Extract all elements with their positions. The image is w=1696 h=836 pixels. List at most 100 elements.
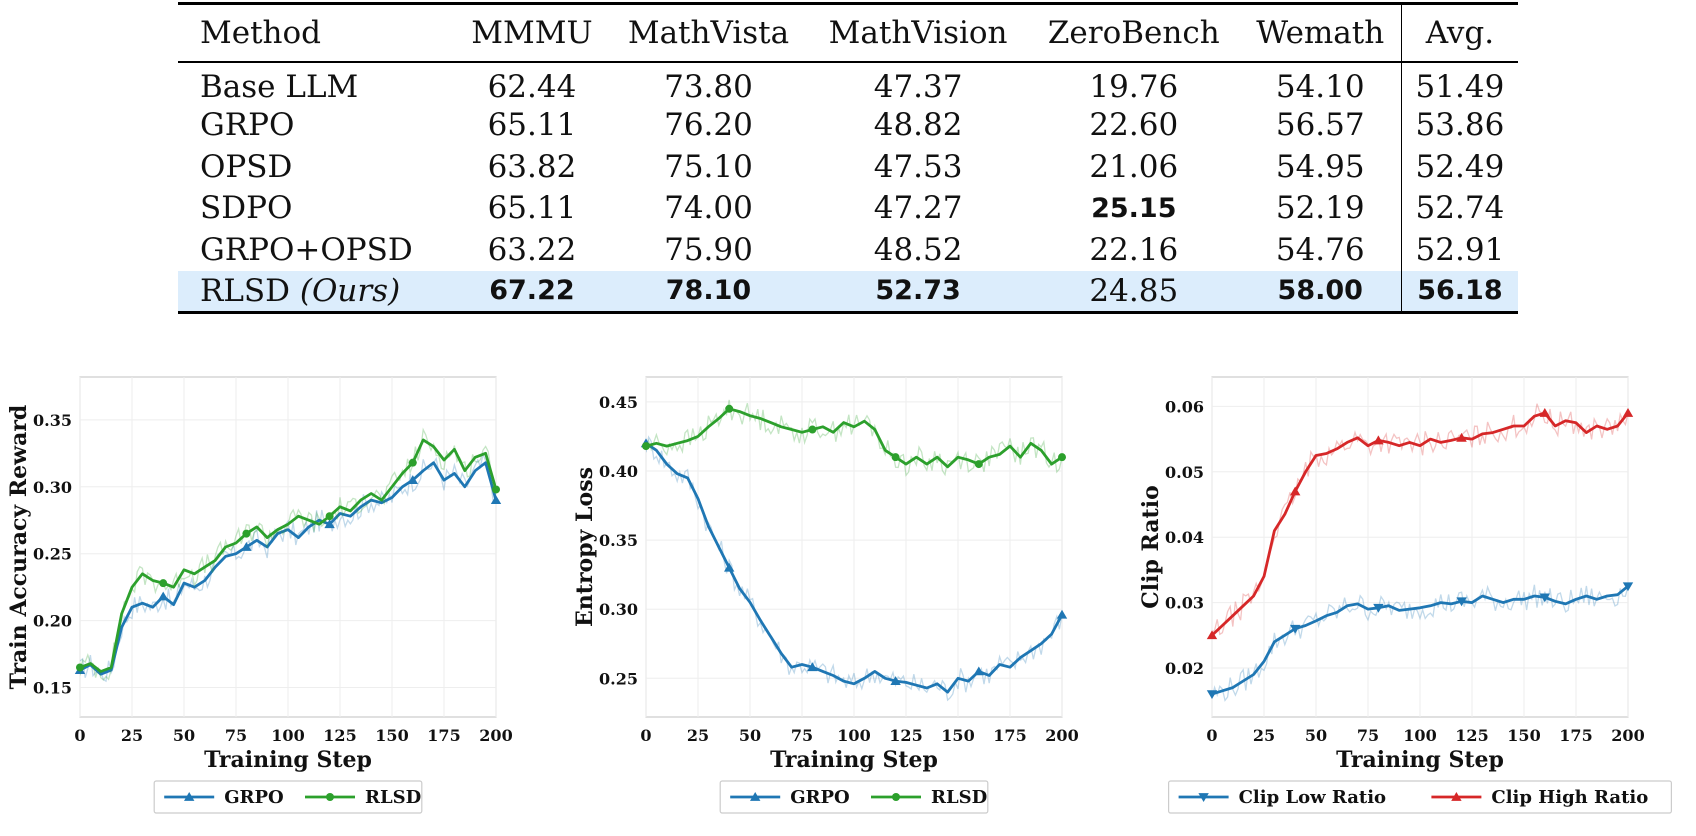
table-header-row: Method MMMU MathVista MathVision ZeroBench We… xyxy=(178,2,1518,63)
table-row: GRPO+OPSD 63.22 75.90 48.52 22.16 54.76 52.91 xyxy=(178,229,1518,271)
y-tick-label: 0.40 xyxy=(599,462,638,481)
x-tick-label: 150 xyxy=(375,726,408,745)
score-cell: 76.20 xyxy=(664,107,753,144)
legend-box xyxy=(719,780,989,814)
method-name: OPSD xyxy=(200,148,293,185)
data-point-clip-high-ratio xyxy=(1622,408,1634,417)
y-tick-label: 0.02 xyxy=(1165,659,1204,678)
data-point-clip-low-ratio xyxy=(1206,690,1218,700)
score-cell: 63.82 xyxy=(487,148,577,185)
data-point-clip-high-ratio xyxy=(1539,408,1550,417)
data-point-rlsd xyxy=(725,404,734,413)
x-tick-label: 50 xyxy=(173,726,195,745)
score-cell: 22.60 xyxy=(1089,107,1179,144)
data-point-clip-high-ratio xyxy=(1206,630,1218,640)
x-tick-label: 75 xyxy=(791,726,813,745)
y-tick-label: 0.03 xyxy=(1165,594,1204,613)
x-tick-label: 200 xyxy=(1611,726,1644,745)
x-tick-label: 175 xyxy=(1559,726,1592,745)
x-tick-label: 0 xyxy=(74,726,85,745)
method-name: GRPO xyxy=(200,107,295,144)
y-tick-label: 0.30 xyxy=(599,600,638,619)
data-point-grpo xyxy=(890,676,901,685)
data-point-grpo xyxy=(407,475,418,484)
score-cell: 24.85 xyxy=(1027,270,1240,312)
score-cell: 54.95 xyxy=(1275,148,1365,185)
x-tick-label: 0 xyxy=(1206,726,1217,745)
y-axis-label: Entropy Loss xyxy=(572,467,598,627)
data-point-clip-low-ratio xyxy=(1622,582,1634,592)
data-point-grpo xyxy=(724,562,735,572)
score-cell: 65.11 xyxy=(487,190,577,227)
y-tick-label: 0.25 xyxy=(33,545,72,564)
data-point-grpo xyxy=(973,666,984,676)
x-tick-label: 25 xyxy=(687,726,709,745)
x-axis-label: Training Step xyxy=(770,747,938,773)
column-header-mathvista: MathVista xyxy=(608,2,809,63)
clip-ratio-chart: 0 25 50 75 100 125 150 175 200 0.02 0.03 0.04 0.05 0.… xyxy=(1138,376,1672,814)
legend-box xyxy=(1167,780,1672,814)
score-cell: 54.10 xyxy=(1275,68,1365,105)
data-point-rlsd xyxy=(642,442,650,451)
score-cell: 52.73 xyxy=(808,270,1028,312)
score-cell: 52.19 xyxy=(1275,190,1365,227)
table-row: GRPO 65.11 76.20 48.82 22.60 56.57 53.86 xyxy=(178,104,1518,146)
x-tick-label: 150 xyxy=(941,726,974,745)
x-tick-label: 50 xyxy=(739,726,761,745)
method-cell: SDPO xyxy=(178,188,455,230)
score-cell: 47.37 xyxy=(873,68,963,105)
data-point-grpo xyxy=(490,495,502,505)
score-cell: 22.16 xyxy=(1089,231,1179,268)
x-tick-label: 125 xyxy=(1455,726,1488,745)
y-tick-label: 0.04 xyxy=(1165,528,1204,547)
legend-label-clip-high-ratio: Clip High Ratio xyxy=(1491,787,1648,808)
score-cell: 56.18 xyxy=(1400,270,1518,312)
x-tick-label: 75 xyxy=(225,726,247,745)
x-axis-label: Training Step xyxy=(1336,747,1504,773)
series-line-grpo xyxy=(646,442,1062,694)
score-cell: 25.15 xyxy=(1091,192,1177,224)
table-row: RLSD (Ours) 67.22 78.10 52.73 24.85 58.00 56.1… xyxy=(178,270,1518,312)
x-tick-label: 25 xyxy=(1253,726,1275,745)
data-point-clip-high-ratio xyxy=(1290,486,1301,496)
legend-marker-grpo xyxy=(750,792,761,801)
data-point-rlsd xyxy=(492,485,500,494)
legend-label-rlsd: RLSD xyxy=(931,787,987,808)
y-tick-label: 0.15 xyxy=(33,679,72,698)
data-point-clip-high-ratio xyxy=(1373,435,1384,445)
x-tick-label: 150 xyxy=(1507,726,1540,745)
score-cell: 48.82 xyxy=(873,107,963,144)
column-header-wemath: Wemath xyxy=(1239,2,1402,63)
data-point-rlsd xyxy=(974,460,983,469)
legend-label-rlsd: RLSD xyxy=(365,787,421,808)
y-tick-label: 0.06 xyxy=(1165,397,1204,416)
y-axis-label: Train Accuracy Reward xyxy=(6,405,32,690)
table-body: Base LLM 62.44 73.80 47.37 19.76 54.10 51.49 GR… xyxy=(178,61,1518,312)
legend-label-clip-low-ratio: Clip Low Ratio xyxy=(1239,787,1386,808)
x-tick-label: 50 xyxy=(1305,726,1327,745)
data-point-rlsd xyxy=(76,663,84,672)
y-tick-label: 0.45 xyxy=(599,393,638,412)
column-header-mmmu: MMMU xyxy=(455,2,609,63)
y-tick-label: 0.35 xyxy=(599,531,638,550)
data-point-clip-high-ratio xyxy=(1456,432,1467,442)
y-tick-label: 0.20 xyxy=(33,612,72,631)
train-accuracy-reward-chart: 0 25 50 75 100 125 150 175 200 0.15 0.20 0.25 0.30 0.… xyxy=(6,376,513,814)
x-tick-label: 125 xyxy=(889,726,922,745)
method-cell: RLSD (Ours) xyxy=(178,270,456,312)
entropy-loss-chart: 0 25 50 75 100 125 150 175 200 0.25 0.30 0.35 0.40 0.… xyxy=(572,376,1079,814)
y-tick-label: 0.30 xyxy=(33,478,72,497)
score-cell: 74.00 xyxy=(664,190,753,227)
score-cell: 58.00 xyxy=(1239,270,1402,312)
data-point-grpo xyxy=(241,542,252,551)
score-cell: 54.76 xyxy=(1275,231,1365,268)
score-cell: 73.80 xyxy=(664,68,753,105)
data-point-clip-low-ratio xyxy=(1373,603,1384,613)
data-point-clip-low-ratio xyxy=(1290,624,1301,634)
data-point-grpo xyxy=(324,519,335,529)
x-tick-label: 200 xyxy=(1045,726,1078,745)
score-cell: 48.52 xyxy=(873,231,963,268)
score-cell: 75.10 xyxy=(664,148,753,185)
data-point-rlsd xyxy=(808,425,817,434)
legend: GRPO RLSD xyxy=(719,780,989,814)
